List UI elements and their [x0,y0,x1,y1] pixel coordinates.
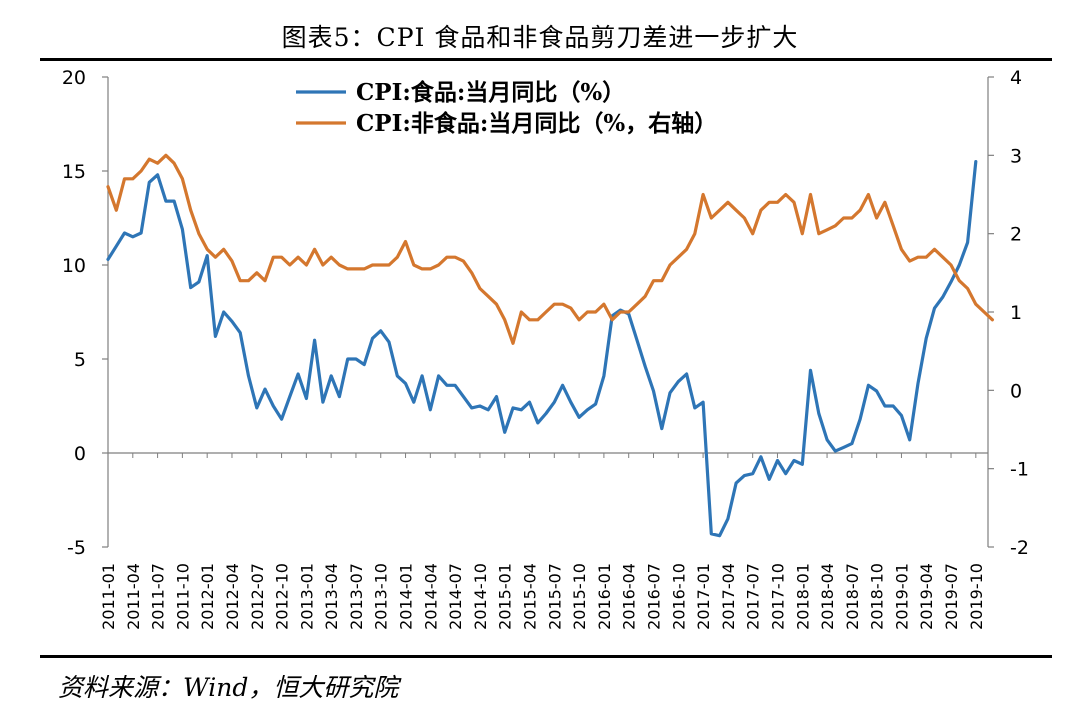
x-tick-label: 2011-04 [124,563,143,630]
left-tick-label: 0 [74,443,86,465]
chart-series [106,153,995,538]
x-tick-label: 2019-10 [967,563,986,630]
x-tick-label: 2011-07 [149,563,168,630]
x-tick-label: 2018-01 [793,563,812,630]
right-tick-label: 2 [1010,224,1022,246]
x-tick-label: 2017-04 [719,563,738,630]
x-tick-label: 2016-10 [669,563,688,630]
x-tick-label: 2017-07 [744,563,763,630]
right-tick-label: 1 [1010,302,1022,324]
x-tick-label: 2018-07 [843,563,862,630]
x-tick-label: 2016-04 [620,563,639,630]
right-tick-label: 3 [1010,145,1022,167]
right-tick-label: -1 [1010,459,1029,481]
x-tick-label: 2016-07 [644,563,663,630]
x-tick-label: 2014-04 [421,563,440,630]
chart-axes: -5 0 5 10 15 20 -2 -1 0 1 2 3 4 2011-01 2011-04 2011-07… [62,67,1029,630]
x-tick-label: 2019-01 [892,563,911,630]
source-note: 资料来源：Wind，恒大研究院 [58,673,399,702]
bottom-rule [40,655,1052,658]
food-cpi-line [106,160,978,538]
x-tick-label: 2015-10 [570,563,589,630]
right-tick-label: -2 [1010,537,1029,559]
x-tick-label: 2014-01 [397,563,416,630]
x-tick-label: 2018-04 [818,563,837,630]
x-tick-label: 2013-04 [322,563,341,630]
x-tick-label: 2013-01 [297,563,316,630]
x-tick-label: 2011-10 [173,563,192,630]
x-tick-label: 2017-10 [768,563,787,630]
chart-title: 图表5：CPI 食品和非食品剪刀差进一步扩大 [281,23,799,52]
x-tick-label: 2014-10 [471,563,490,630]
right-tick-label: 0 [1010,380,1022,402]
left-tick-label: -5 [67,537,86,559]
x-tick-label: 2012-04 [223,563,242,630]
chart-legend: CPI:食品:当月同比（%） CPI:非食品:当月同比（%，右轴） [296,79,717,137]
left-tick-label: 15 [62,161,86,183]
x-tick-label: 2015-07 [545,563,564,630]
left-tick-label: 5 [74,349,86,371]
x-tick-label: 2011-01 [99,563,118,630]
x-tick-label: 2012-07 [248,563,267,630]
x-tick-label: 2015-01 [496,563,515,630]
x-tick-label: 2013-07 [347,563,366,630]
legend-label-nonfood: CPI:非食品:当月同比（%，右轴） [356,110,717,137]
x-tick-label: 2012-01 [198,563,217,630]
left-tick-label: 20 [62,67,86,89]
top-rule [40,58,1052,61]
x-tick-label: 2017-01 [694,563,713,630]
x-tick-label: 2019-04 [917,563,936,630]
x-tick-label: 2014-07 [446,563,465,630]
right-tick-label: 4 [1010,67,1022,89]
x-tick-label: 2016-01 [595,563,614,630]
x-tick-label: 2019-07 [942,563,961,630]
x-tick-label: 2018-10 [868,563,887,630]
left-tick-label: 10 [62,255,86,277]
x-tick-label: 2013-10 [372,563,391,630]
nonfood-cpi-line [106,153,995,345]
legend-label-food: CPI:食品:当月同比（%） [356,79,625,106]
x-tick-label: 2012-10 [273,563,292,630]
x-tick-label: 2015-04 [521,563,540,630]
